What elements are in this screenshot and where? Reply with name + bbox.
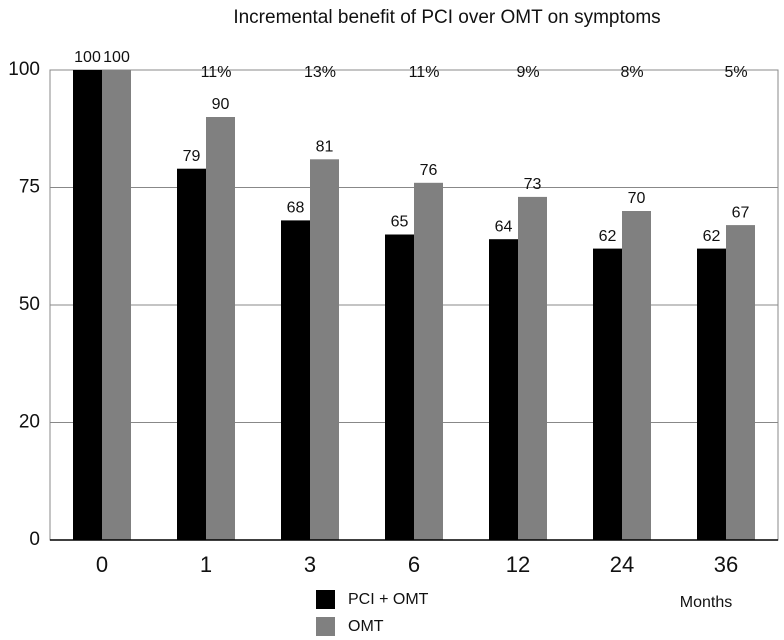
data-label: 68: [287, 200, 305, 217]
y-tick-label: 75: [19, 177, 40, 198]
bar: [726, 225, 755, 540]
x-tick-label: 24: [610, 552, 634, 577]
data-label: 81: [316, 139, 334, 156]
x-tick-label: 3: [304, 552, 316, 577]
y-tick-label: 20: [19, 412, 40, 433]
bar: [310, 159, 339, 541]
data-label: 76: [420, 162, 438, 179]
difference-label: 9%: [516, 64, 539, 81]
bar: [414, 182, 443, 541]
bar: [593, 248, 622, 540]
chart-title: Incremental benefit of PCI over OMT on s…: [233, 7, 660, 28]
legend-label: PCI + OMT: [348, 591, 429, 608]
legend-swatch: [316, 590, 335, 609]
data-label: 70: [628, 190, 646, 207]
bar: [622, 211, 651, 540]
data-label: 65: [391, 214, 409, 231]
difference-label: 5%: [724, 64, 747, 81]
legend-swatch: [316, 617, 335, 636]
bar: [73, 70, 102, 540]
x-tick-label: 1: [200, 552, 212, 577]
x-axis-label: Months: [680, 594, 732, 611]
bar: [177, 168, 206, 540]
y-tick-label: 100: [8, 59, 40, 80]
y-tick-label: 50: [19, 294, 40, 315]
data-label: 73: [524, 176, 542, 193]
bar: [385, 234, 414, 540]
bar: [697, 248, 726, 540]
bar: [206, 117, 235, 540]
data-label: 64: [495, 218, 513, 235]
x-tick-label: 12: [506, 552, 530, 577]
difference-label: 11%: [201, 64, 232, 81]
difference-label: 13%: [304, 64, 336, 81]
data-label: 62: [599, 228, 617, 245]
x-tick-label: 6: [408, 552, 420, 577]
bar: [281, 220, 310, 540]
bar: [518, 196, 547, 540]
bar: [489, 239, 518, 540]
data-label: 100: [74, 49, 101, 66]
difference-label: 8%: [620, 64, 643, 81]
legend-label: OMT: [348, 618, 384, 635]
y-tick-label: 0: [29, 529, 40, 550]
data-label: 67: [732, 204, 750, 221]
x-tick-label: 36: [714, 552, 738, 577]
data-label: 100: [103, 49, 130, 66]
x-tick-label: 0: [96, 552, 108, 577]
data-label: 62: [703, 228, 721, 245]
data-label: 90: [212, 96, 230, 113]
difference-label: 11%: [409, 64, 440, 81]
bar: [102, 70, 131, 540]
data-label: 79: [183, 148, 201, 165]
